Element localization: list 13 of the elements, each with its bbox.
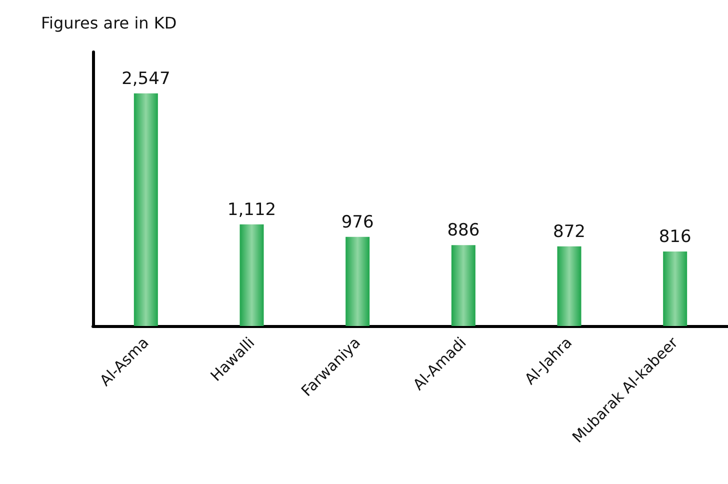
bar bbox=[663, 251, 688, 326]
bar bbox=[451, 245, 476, 326]
data-label: 872 bbox=[553, 222, 586, 242]
data-label: 1,112 bbox=[227, 200, 276, 220]
bar bbox=[557, 246, 582, 326]
data-label: 976 bbox=[341, 212, 374, 232]
data-label: 886 bbox=[447, 220, 480, 241]
data-label: 2,547 bbox=[122, 68, 170, 89]
chart-title: Figures are in KD bbox=[41, 14, 177, 32]
data-label: 816 bbox=[658, 226, 692, 247]
bar bbox=[134, 93, 158, 326]
bar bbox=[240, 224, 264, 326]
bar bbox=[346, 236, 370, 326]
